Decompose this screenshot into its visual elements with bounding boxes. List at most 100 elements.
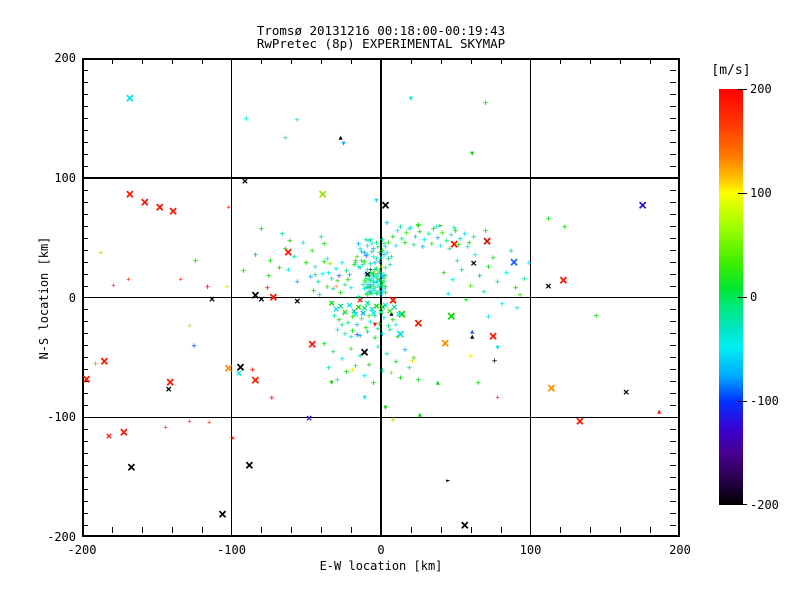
scatter-point: × xyxy=(350,303,358,317)
tick-mark xyxy=(291,527,293,533)
scatter-point: + xyxy=(249,364,256,375)
scatter-point: + xyxy=(385,237,392,248)
tick-mark xyxy=(410,527,412,533)
scatter-point: + xyxy=(339,320,345,331)
tick-mark xyxy=(82,501,88,503)
tick-mark xyxy=(82,453,88,455)
scatter-point: + xyxy=(393,320,399,331)
tick-mark xyxy=(670,381,676,383)
tick-mark xyxy=(82,513,88,515)
gridline-horizontal xyxy=(82,177,680,179)
scatter-point: + xyxy=(358,314,365,325)
scatter-point: + xyxy=(372,333,378,344)
scatter-point: + xyxy=(593,310,599,321)
scatter-point: × xyxy=(241,174,249,188)
scatter-point: + xyxy=(526,258,532,269)
scatter-point: + xyxy=(321,339,327,350)
scatter-point: + xyxy=(294,277,300,288)
tick-mark xyxy=(670,477,676,479)
tick-mark xyxy=(82,465,88,467)
scatter-point: + xyxy=(373,237,380,248)
scatter-point: × xyxy=(391,300,398,314)
scatter-point: + xyxy=(379,281,386,292)
scatter-point: × xyxy=(558,270,568,289)
scatter-point: + xyxy=(312,261,318,272)
scatter-point: + xyxy=(294,115,300,126)
colorbar-tick-mark xyxy=(738,401,747,402)
scatter-point: ▲ xyxy=(389,309,394,318)
tick-mark xyxy=(82,189,88,191)
scatter-point: × xyxy=(382,297,389,311)
scatter-point: + xyxy=(372,310,378,321)
scatter-point: × xyxy=(155,197,165,216)
scatter-point: + xyxy=(363,235,369,246)
scatter-point: + xyxy=(447,243,453,254)
scatter-point: + xyxy=(364,241,371,252)
tick-mark xyxy=(670,525,676,527)
scatter-point: + xyxy=(325,267,332,278)
scatter-point: + xyxy=(562,222,568,233)
scatter-point: × xyxy=(328,296,335,310)
scatter-point: + xyxy=(375,324,381,335)
tick-mark xyxy=(82,117,88,119)
scatter-point: + xyxy=(494,277,501,288)
scatter-point: + xyxy=(279,229,286,240)
scatter-point: + xyxy=(240,266,247,277)
scatter-point: + xyxy=(378,261,384,272)
scatter-point: + xyxy=(351,260,357,271)
scatter-point: + xyxy=(352,258,359,269)
scatter-point: + xyxy=(352,255,359,266)
scatter-point: + xyxy=(364,327,371,338)
scatter-point: + xyxy=(363,322,369,333)
scatter-point: + xyxy=(366,236,372,247)
scatter-point: × xyxy=(359,306,367,320)
scatter-point: + xyxy=(462,229,468,240)
scatter-point: + xyxy=(369,279,375,290)
tick-mark xyxy=(500,527,502,533)
scatter-point: × xyxy=(250,286,260,305)
scatter-point: ► xyxy=(446,476,451,485)
tick-mark xyxy=(670,453,676,455)
scatter-point: + xyxy=(363,269,369,280)
tick-mark xyxy=(82,405,88,407)
scatter-point: + xyxy=(384,218,390,229)
scatter-point: + xyxy=(378,279,384,290)
scatter-point: × xyxy=(119,423,129,442)
scatter-point: ▼ xyxy=(408,94,413,103)
tick-mark xyxy=(670,273,676,275)
tick-mark xyxy=(670,333,676,335)
scatter-point: + xyxy=(364,265,371,276)
scatter-point: × xyxy=(546,378,556,397)
tick-mark xyxy=(670,285,676,287)
tick-mark xyxy=(111,58,113,64)
tick-mark xyxy=(82,201,88,203)
scatter-point: × xyxy=(446,306,456,325)
scatter-point: × xyxy=(575,412,585,431)
tick-mark xyxy=(82,369,88,371)
scatter-point: + xyxy=(325,363,332,374)
scatter-point: + xyxy=(399,234,405,245)
scatter-point: + xyxy=(378,267,384,278)
tick-mark xyxy=(351,58,353,64)
scatter-point: + xyxy=(373,289,380,300)
tick-mark xyxy=(82,129,88,131)
scatter-point: + xyxy=(403,228,410,239)
scatter-point: + xyxy=(331,310,338,321)
colorbar-tick-label: 0 xyxy=(750,290,758,304)
y-tick-label: 100 xyxy=(54,170,76,185)
scatter-point: + xyxy=(367,269,374,280)
scatter-point: + xyxy=(358,255,365,266)
scatter-point: + xyxy=(191,340,197,351)
scatter-point: + xyxy=(388,368,395,379)
tick-mark xyxy=(650,527,652,533)
title-line-1: Tromsø 20131216 00:18:00-00:19:43 xyxy=(256,23,506,38)
scatter-point: + xyxy=(346,270,353,281)
scatter-point: + xyxy=(429,239,435,250)
scatter-point: + xyxy=(111,280,116,289)
scatter-point: + xyxy=(426,229,432,240)
scatter-point: + xyxy=(355,291,362,302)
scatter-point: + xyxy=(472,249,478,260)
scatter-point: + xyxy=(387,325,393,336)
scatter-point: + xyxy=(370,378,377,389)
tick-mark xyxy=(670,369,676,371)
